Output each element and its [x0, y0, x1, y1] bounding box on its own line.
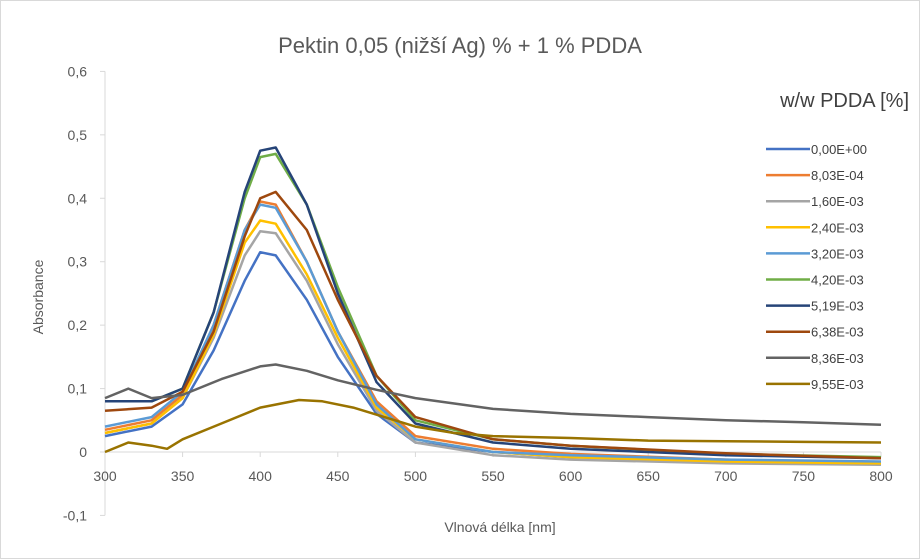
- x-tick-label: 500: [404, 468, 428, 484]
- legend-title: w/w PDDA [%]: [779, 90, 909, 112]
- series-line-3: [104, 219, 882, 465]
- y-tick-label: 0,2: [68, 317, 88, 333]
- x-tick-label: 300: [93, 468, 117, 484]
- y-tick-label: 0,6: [68, 63, 88, 79]
- x-tick-label: 650: [637, 468, 661, 484]
- legend-label: 9,55E-03: [811, 377, 864, 392]
- series-line-9: [104, 398, 882, 454]
- legend-label: 1,60E-03: [811, 194, 864, 209]
- series-line-2: [104, 230, 882, 466]
- legend-label: 3,20E-03: [811, 246, 864, 261]
- legend-label: 2,40E-03: [811, 220, 864, 235]
- y-tick-label: -0,1: [63, 507, 87, 523]
- y-tick-label: 0,3: [68, 254, 88, 270]
- series-line-8: [104, 363, 882, 426]
- x-tick-label: 350: [171, 468, 195, 484]
- axes: -0,1 0 0,1 0,2 0,3 0,4 0,5 0,6 300 350 400 450 500 55…: [63, 63, 893, 523]
- legend-label: 0,00E+00: [811, 142, 867, 157]
- legend-label: 6,38E-03: [811, 325, 864, 340]
- legend-label: 8,36E-03: [811, 351, 864, 366]
- x-tick-label: 450: [326, 468, 350, 484]
- series-line-7: [104, 190, 882, 460]
- plot-lines: [104, 146, 882, 466]
- x-tick-label: 700: [714, 468, 738, 484]
- x-tick-label: 800: [869, 468, 893, 484]
- chart-title: Pektin 0,05 (nižší Ag) % + 1 % PDDA: [278, 33, 642, 58]
- legend: 0,00E+00 8,03E-04 1,60E-03 2,40E-03 3,20E-03…: [766, 142, 867, 392]
- legend-label: 5,19E-03: [811, 299, 864, 314]
- y-tick-label: 0: [79, 444, 87, 460]
- y-axis-label: Absorbance: [30, 259, 46, 334]
- x-tick-label: 600: [559, 468, 583, 484]
- legend-label: 4,20E-03: [811, 273, 864, 288]
- y-tick-label: 0,4: [68, 190, 88, 206]
- y-tick-label: 0,5: [68, 127, 88, 143]
- x-tick-label: 400: [249, 468, 273, 484]
- y-tick-label: 0,1: [68, 381, 88, 397]
- series-line-6: [105, 146, 882, 460]
- x-tick-label: 550: [481, 468, 505, 484]
- x-axis-label: Vlnová délka [nm]: [444, 519, 555, 535]
- legend-label: 8,03E-04: [811, 168, 864, 183]
- x-tick-label: 750: [792, 468, 816, 484]
